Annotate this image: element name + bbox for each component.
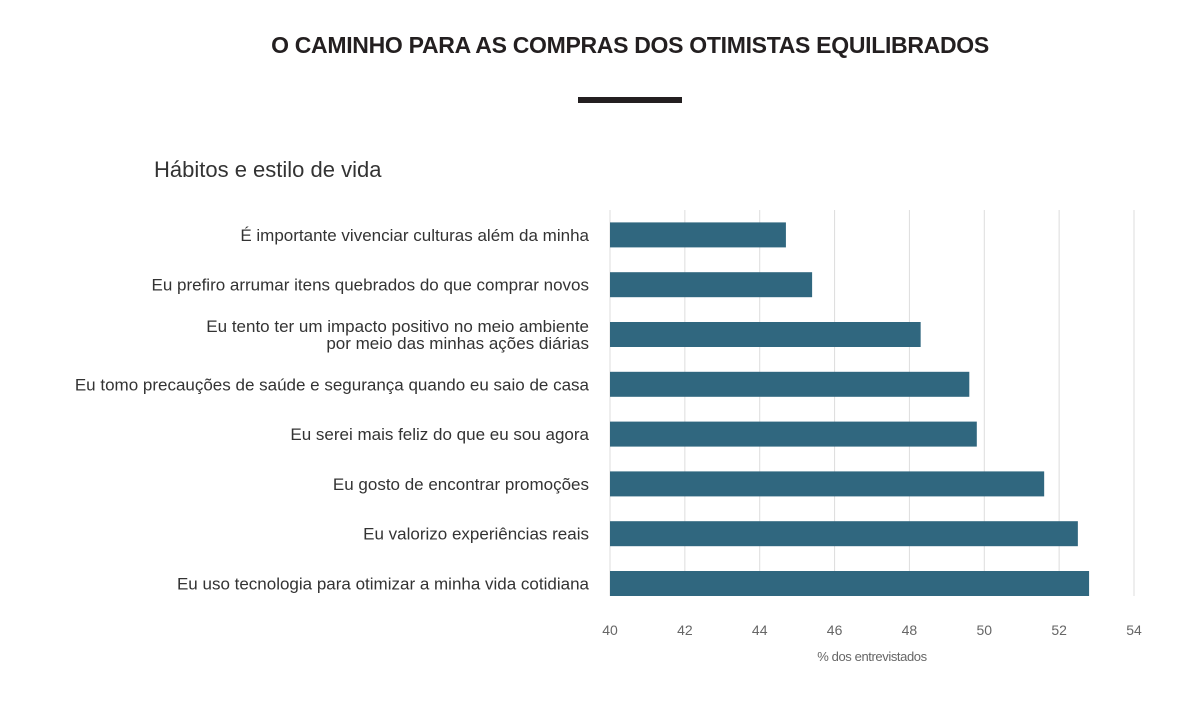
category-label: É importante vivenciar culturas além da … <box>240 226 589 245</box>
bar <box>610 222 786 248</box>
x-tick-label: 46 <box>827 622 843 638</box>
bars <box>610 222 1090 596</box>
bar <box>610 521 1078 547</box>
category-labels: É importante vivenciar culturas além da … <box>75 226 590 594</box>
bar <box>610 322 921 347</box>
category-label: por meio das minhas ações diárias <box>326 334 589 353</box>
category-label: Eu valorizo experiências reais <box>363 525 589 544</box>
category-label: Eu uso tecnologia para otimizar a minha … <box>177 575 590 594</box>
category-label: Eu tomo precauções de saúde e segurança … <box>75 375 590 394</box>
chart-title: O CAMINHO PARA AS COMPRAS DOS OTIMISTAS … <box>271 32 989 58</box>
bar <box>610 371 970 397</box>
bar <box>610 272 813 298</box>
x-tick-label: 52 <box>1051 622 1067 638</box>
category-label: Eu gosto de encontrar promoções <box>333 475 589 494</box>
category-label: Eu tento ter um impacto positivo no meio… <box>206 317 589 336</box>
x-tick-label: 50 <box>976 622 992 638</box>
chart-subtitle: Hábitos e estilo de vida <box>154 157 382 182</box>
x-axis-ticks: 40 42 44 46 48 50 52 54 <box>602 622 1142 638</box>
category-label: Eu serei mais feliz do que eu sou agora <box>290 425 589 444</box>
x-tick-label: 54 <box>1126 622 1142 638</box>
x-tick-label: 40 <box>602 622 618 638</box>
bar <box>610 471 1045 497</box>
bar <box>610 421 977 447</box>
x-axis-label: % dos entrevistados <box>817 649 927 664</box>
x-tick-label: 44 <box>752 622 768 638</box>
x-tick-label: 48 <box>902 622 918 638</box>
x-tick-label: 42 <box>677 622 693 638</box>
category-label: Eu prefiro arrumar itens quebrados do qu… <box>151 276 589 295</box>
bar <box>610 571 1090 596</box>
title-underline <box>578 97 682 103</box>
